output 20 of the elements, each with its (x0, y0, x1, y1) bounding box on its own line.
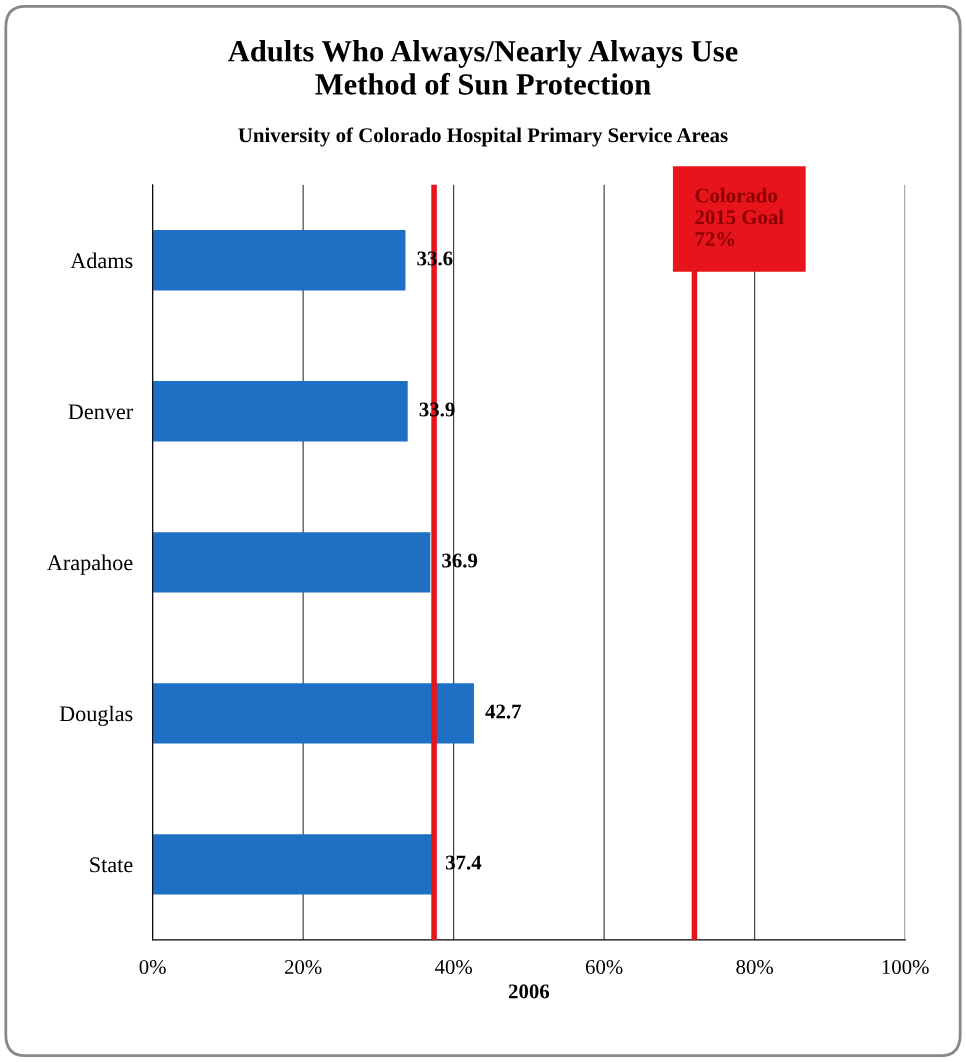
x-tick-label: 20% (284, 959, 322, 975)
x-tick-label: 80% (736, 959, 774, 975)
y-tick-label: State (90, 857, 133, 873)
x-axis-title: 2006 (508, 984, 550, 999)
y-tick-label: Denver (68, 404, 133, 420)
chart-subtitle: University of Colorado Hospital Primary Service Areas (238, 127, 728, 147)
ref-line-label: Colorado 2015 Goal 72% (695, 187, 784, 247)
bar (152, 683, 474, 744)
x-tick-label: 40% (434, 959, 473, 975)
y-tick-label: Arapahoe (47, 554, 133, 575)
x-tick-label: 60% (585, 959, 623, 975)
data-label: 42.7 (485, 704, 522, 719)
bar (152, 381, 408, 442)
bar (152, 532, 431, 593)
y-tick-label: Douglas (59, 705, 133, 726)
x-tick-label: 0% (139, 959, 166, 975)
x-tick-label: 100% (882, 959, 929, 975)
y-tick-label: Adams (70, 252, 133, 269)
bar (152, 230, 406, 291)
chart-title: Adults Who Always/Nearly Always Use Method of Sun Protection (228, 40, 738, 95)
